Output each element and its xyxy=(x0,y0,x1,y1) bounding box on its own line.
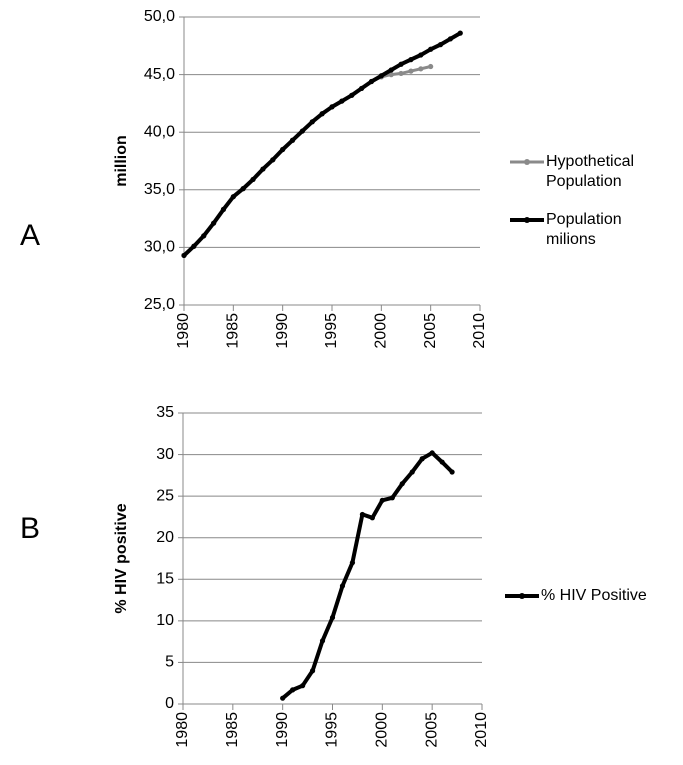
x-tick-label: 2000 xyxy=(373,313,390,349)
point-marker xyxy=(378,73,384,79)
point-marker xyxy=(449,469,455,475)
point-marker xyxy=(230,194,236,200)
point-marker xyxy=(447,36,453,42)
point-marker xyxy=(289,137,296,143)
point-marker xyxy=(201,233,207,239)
y-tick-label: 30 xyxy=(156,446,174,463)
point-marker xyxy=(409,469,415,475)
y-tick-label: 35 xyxy=(156,404,174,421)
point-marker xyxy=(428,46,434,52)
y-tick-label: 35,0 xyxy=(144,181,175,198)
point-marker xyxy=(457,30,463,36)
point-marker xyxy=(379,497,385,503)
point-marker xyxy=(398,70,404,77)
point-marker xyxy=(399,481,405,487)
legend-marker xyxy=(524,159,530,165)
point-marker xyxy=(260,166,266,172)
point-marker xyxy=(300,683,306,689)
legend-label: Hypothetical Population xyxy=(546,153,635,190)
x-tick-label: 2005 xyxy=(422,313,439,349)
point-marker xyxy=(349,92,355,98)
point-marker xyxy=(419,456,425,462)
series-line xyxy=(182,31,462,257)
point-marker xyxy=(388,72,394,78)
y-tick-label: 15 xyxy=(156,571,174,588)
x-tick-label: 1985 xyxy=(225,313,242,349)
point-marker xyxy=(280,695,286,701)
legend-marker xyxy=(524,217,530,223)
point-marker xyxy=(220,206,227,212)
point-marker xyxy=(349,560,356,566)
legend-label: % HIV Positive xyxy=(541,587,647,604)
point-marker xyxy=(211,220,217,226)
point-marker xyxy=(359,511,365,518)
series-line xyxy=(281,450,454,700)
point-marker xyxy=(418,66,424,72)
point-marker xyxy=(429,450,435,456)
panel-label: B xyxy=(20,512,40,545)
legend-marker xyxy=(519,593,525,599)
point-marker xyxy=(388,67,394,73)
point-marker xyxy=(437,42,444,48)
y-tick-label: 30,0 xyxy=(144,239,175,256)
y-tick-label: 25 xyxy=(156,487,174,504)
panel-label: A xyxy=(20,219,40,252)
y-tick-label: 0 xyxy=(165,695,174,712)
y-tick-label: 45,0 xyxy=(144,66,175,83)
y-tick-label: 5 xyxy=(165,654,174,671)
x-tick-label: 1995 xyxy=(323,313,340,349)
point-marker xyxy=(270,157,276,163)
point-marker xyxy=(428,63,434,70)
x-tick-label: 1980 xyxy=(174,712,191,748)
point-marker xyxy=(339,583,346,589)
x-tick-label: 2010 xyxy=(471,313,488,349)
x-tick-label: 1980 xyxy=(175,313,192,349)
point-marker xyxy=(408,57,414,63)
series-line xyxy=(182,65,432,257)
point-marker xyxy=(329,614,336,621)
point-marker xyxy=(299,128,305,134)
y-tick-label: 10 xyxy=(156,612,174,629)
point-marker xyxy=(309,119,315,125)
y-tick-label: 20 xyxy=(156,529,174,546)
point-marker xyxy=(250,176,256,183)
x-tick-label: 1990 xyxy=(274,313,291,349)
point-marker xyxy=(290,687,296,693)
point-marker xyxy=(309,668,316,674)
point-marker xyxy=(368,78,375,85)
point-marker xyxy=(408,68,414,74)
point-marker xyxy=(319,111,325,117)
point-marker xyxy=(280,146,286,153)
point-marker xyxy=(389,495,395,501)
x-tick-label: 2000 xyxy=(374,712,391,748)
point-marker xyxy=(191,243,197,249)
point-marker xyxy=(319,638,326,644)
x-tick-label: 2005 xyxy=(423,712,440,748)
point-marker xyxy=(418,52,424,58)
y-tick-label: 50,0 xyxy=(144,8,175,25)
point-marker xyxy=(439,459,445,465)
point-marker xyxy=(329,104,335,110)
y-tick-label: 40,0 xyxy=(144,123,175,140)
y-axis-title: million xyxy=(113,135,130,187)
point-marker xyxy=(369,515,375,521)
point-marker xyxy=(359,85,365,92)
x-tick-label: 1990 xyxy=(274,712,291,748)
y-axis-title: % HIV positive xyxy=(113,503,130,613)
y-tick-label: 25,0 xyxy=(144,296,175,313)
legend-label: Population milions xyxy=(546,211,622,248)
point-marker xyxy=(240,186,246,192)
point-marker xyxy=(339,98,345,104)
point-marker xyxy=(398,61,404,67)
x-tick-label: 2010 xyxy=(473,712,490,748)
point-marker xyxy=(181,252,187,259)
x-tick-label: 1995 xyxy=(324,712,341,748)
x-tick-label: 1985 xyxy=(224,712,241,748)
